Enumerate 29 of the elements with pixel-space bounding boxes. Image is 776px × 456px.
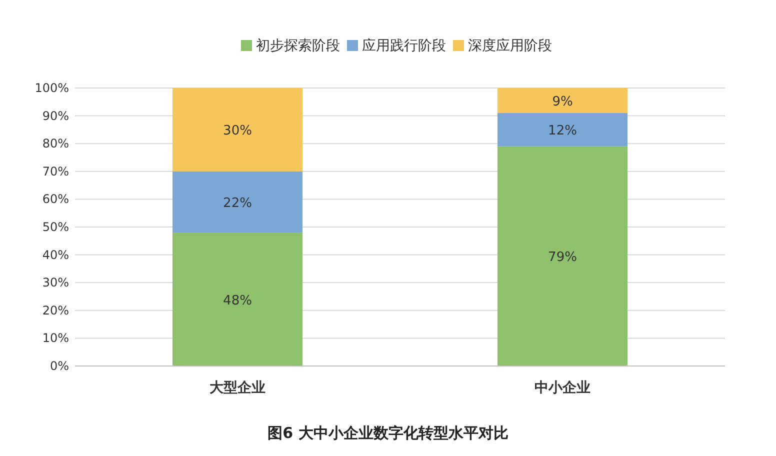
y-tick-label: 40%	[42, 248, 69, 262]
bar	[172, 171, 302, 233]
y-tick-label: 60%	[42, 192, 69, 206]
y-tick-label: 30%	[42, 276, 69, 290]
y-tick-label: 50%	[42, 220, 69, 234]
y-tick-label: 80%	[42, 136, 69, 151]
y-tick-label: 90%	[42, 108, 69, 123]
data-label: 12%	[548, 124, 577, 139]
data-label: 9%	[552, 94, 573, 110]
bar	[498, 113, 628, 146]
legend-label: 深度应用阶段	[468, 38, 552, 54]
y-tick-label: 100%	[34, 81, 69, 95]
data-label: 30%	[223, 124, 252, 139]
y-tick-label: 70%	[42, 164, 69, 178]
data-label: 79%	[548, 250, 577, 266]
bar	[172, 232, 302, 366]
y-tick-label: 10%	[42, 331, 69, 346]
data-label: 48%	[223, 293, 252, 308]
data-label: 22%	[223, 196, 252, 211]
legend-label: 应用践行阶段	[362, 38, 446, 54]
bar	[172, 88, 302, 172]
y-tick-label: 0%	[50, 359, 69, 373]
x-tick-label: 大型企业	[210, 380, 266, 396]
y-tick-label: 20%	[42, 303, 69, 318]
bar	[498, 146, 628, 366]
bar	[498, 88, 628, 114]
text: 图6 大中小企业数字化转型水平对比	[268, 424, 508, 442]
legend-label: 初步探索阶段	[256, 38, 340, 54]
x-tick-label: 中小企业	[534, 380, 590, 396]
